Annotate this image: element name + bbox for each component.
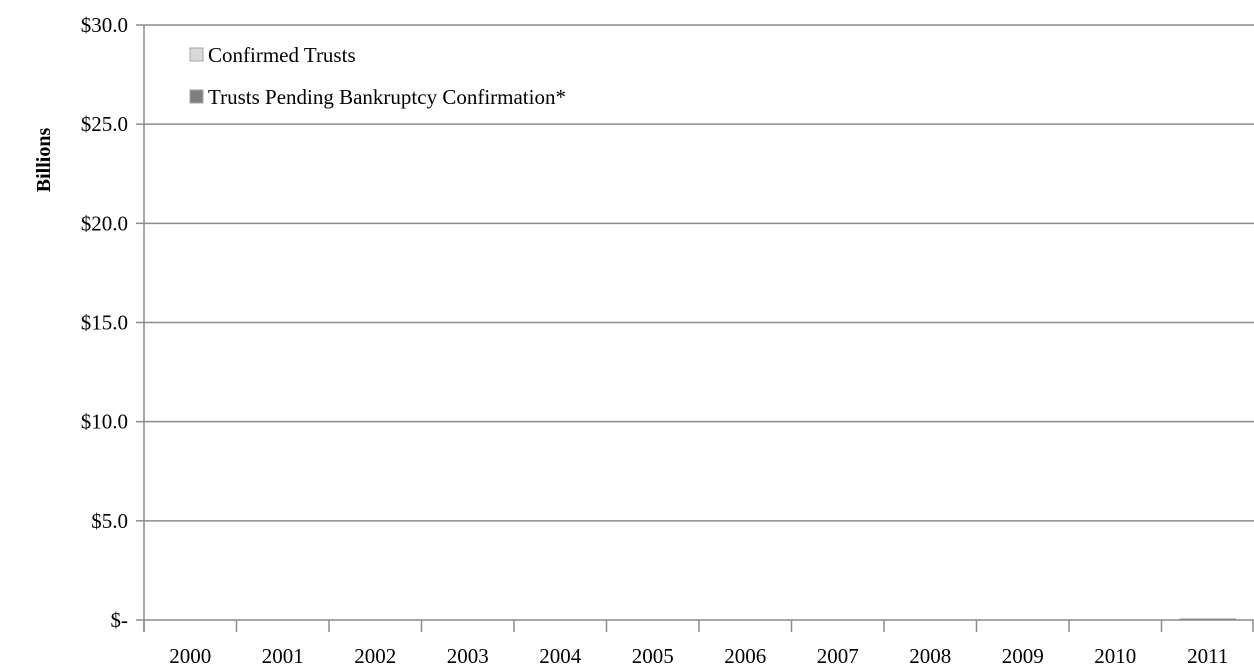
x-tick-label: 2002 [354, 644, 396, 665]
y-tick-label: $5.0 [91, 509, 128, 533]
y-tick-label: $20.0 [81, 211, 128, 235]
axes [136, 24, 1254, 632]
x-tick-label: 2000 [169, 644, 211, 665]
x-tick-label: 2006 [724, 644, 766, 665]
x-tick-label: 2001 [262, 644, 304, 665]
legend-label: Trusts Pending Bankruptcy Confirmation* [208, 85, 566, 109]
y-tick-label: $10.0 [81, 410, 128, 434]
x-tick-label: 2005 [632, 644, 674, 665]
y-axis-title: Billions [33, 128, 55, 193]
y-tick-label: $15.0 [81, 311, 128, 335]
x-tick-label: 2011 [1187, 644, 1228, 665]
legend-label: Confirmed Trusts [208, 43, 356, 67]
x-tick-label: 2009 [1002, 644, 1044, 665]
x-tick-label: 2003 [447, 644, 489, 665]
x-tick-label: 2004 [539, 644, 582, 665]
legend-swatch [189, 89, 204, 104]
legend-item: Confirmed Trusts [189, 43, 356, 67]
x-tick-label: 2010 [1094, 644, 1136, 665]
legend-item: Trusts Pending Bankruptcy Confirmation* [189, 85, 566, 109]
y-tick-label: $25.0 [81, 112, 128, 136]
gridlines [144, 24, 1254, 522]
y-tick-label: $- [111, 608, 129, 632]
legend: Confirmed Trusts Trusts Pending Bankruptc… [189, 43, 566, 109]
y-tick-labels: $- $5.0 $10.0 $15.0 $20.0 $25.0 $30.0 [81, 13, 128, 632]
x-tick-label: 2007 [817, 644, 859, 665]
legend-swatch [189, 47, 204, 62]
y-tick-label: $30.0 [81, 13, 128, 37]
x-tick-labels: 2000 2001 2002 2003 2004 2005 2006 2007 2008 2009… [169, 644, 1228, 665]
x-tick-label: 2008 [909, 644, 951, 665]
